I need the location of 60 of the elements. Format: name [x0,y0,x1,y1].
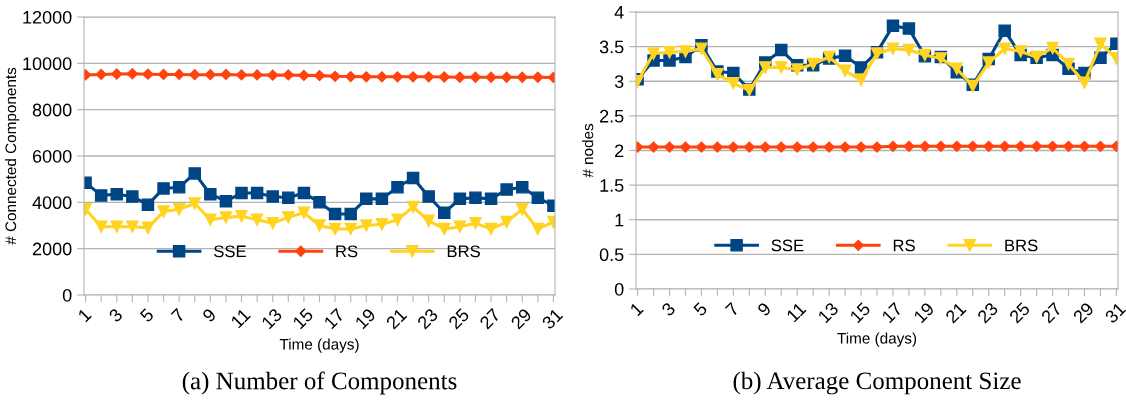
y-tick-label: 0.5 [599,248,624,262]
x-tick-label: 1 [77,307,92,323]
legend-label: RS [336,245,358,258]
y-tick-label: 10000 [23,57,72,71]
x-tick-label: 3 [660,301,676,317]
x-tick-label: 19 [354,307,377,330]
y-tick-label: 2 [615,144,624,158]
y-tick-label: 1 [615,213,624,227]
text: (a) Number of Components [182,371,457,395]
x-tick-label: 21 [944,301,967,324]
y-axis-title: # nodes [582,123,594,178]
legend-label: RS [893,239,915,252]
x-tick-label: 15 [292,307,314,330]
x-tick-label: 9 [756,301,772,317]
x-tick-label: 17 [881,301,903,324]
y-tick-label: 8000 [32,103,72,117]
x-axis-title: Time (days) [837,332,917,347]
x-tick-label: 25 [1008,301,1031,324]
x-tick-label: 23 [976,301,999,324]
y-tick-label: 3.5 [599,40,624,54]
x-tick-label: 7 [170,307,186,323]
legend-label: BRS [447,245,480,258]
x-tick-label: 3 [108,307,124,323]
x-tick-label: 27 [478,307,501,330]
x-tick-label: 17 [323,307,345,330]
y-tick-label: 1.5 [600,179,624,192]
y-tick-label: 0 [62,288,72,302]
x-tick-label: 1 [629,301,644,317]
legend-label: SSE [214,245,246,258]
x-tick-label: 11 [230,307,251,329]
y-tick-label: 0 [614,282,624,296]
x-tick-label: 25 [447,307,470,330]
y-tick-label: 4 [614,6,624,19]
y-axis-title: # Connected Components [4,67,20,245]
legend-label: SSE [771,239,804,252]
x-tick-label: 13 [260,307,283,330]
x-tick-label: 13 [817,301,840,324]
x-tick-label: 11 [786,301,807,323]
x-tick-label: 9 [201,307,217,323]
x-tick-label: 21 [385,307,408,330]
x-tick-label: 5 [692,301,708,317]
y-tick-label: 12000 [23,10,72,24]
y-tick-label: 2000 [32,242,72,256]
x-tick-label: 29 [510,307,533,330]
x-tick-label: 23 [416,307,439,330]
x-tick-label: 5 [139,307,155,323]
y-tick-label: 2.5 [600,109,624,123]
legend-label: BRS [1005,239,1038,252]
text: (b) Average Component Size [733,371,1021,395]
x-tick-label: 31 [541,307,564,330]
x-tick-label: 27 [1040,301,1063,324]
y-tick-label: 4000 [32,196,72,210]
x-tick-label: 7 [724,301,740,317]
x-tick-label: 15 [849,301,872,324]
y-tick-label: 6000 [32,149,72,163]
x-tick-label: 19 [913,301,935,324]
x-axis-title: Time (days) [279,338,359,353]
x-tick-label: 31 [1104,301,1126,324]
y-tick-label: 3 [614,75,624,88]
x-tick-label: 29 [1072,301,1095,324]
